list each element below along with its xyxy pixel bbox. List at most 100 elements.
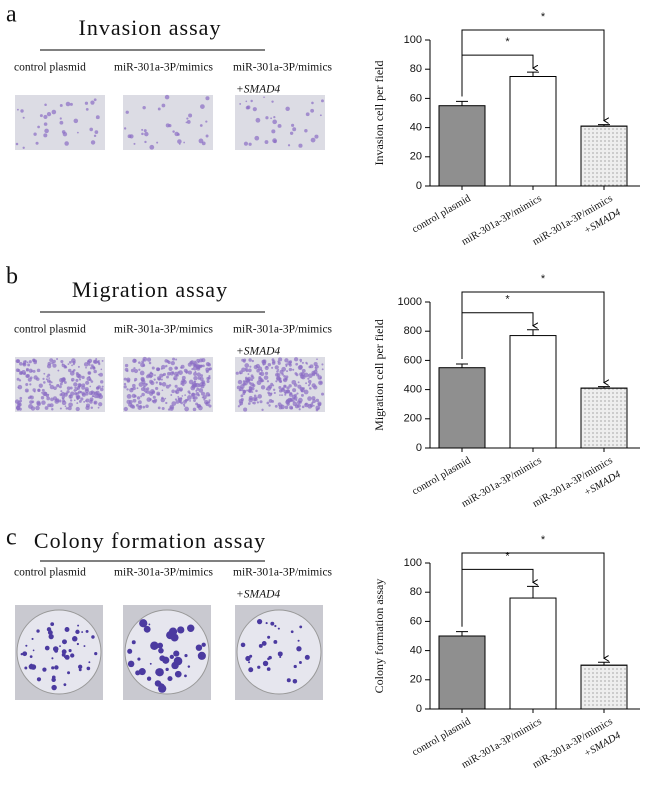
colony <box>138 668 146 676</box>
cell <box>28 368 33 373</box>
colony <box>296 646 302 652</box>
cell <box>93 98 97 102</box>
y-tick-label: 200 <box>404 413 422 425</box>
significance-bracket <box>461 29 604 121</box>
cell <box>303 372 309 378</box>
cell <box>321 368 324 371</box>
error-bar <box>598 386 610 389</box>
colony <box>155 668 163 676</box>
cell <box>309 387 312 390</box>
cell <box>50 397 54 402</box>
cell <box>185 370 189 374</box>
image-caption: control plasmid <box>14 324 86 336</box>
cell <box>307 373 313 379</box>
cell <box>276 370 279 373</box>
cell <box>174 398 178 401</box>
cell <box>161 103 166 108</box>
cell <box>77 374 82 379</box>
panel-title: Migration assay <box>72 277 228 302</box>
cell <box>24 360 27 363</box>
cell <box>17 384 23 390</box>
cell <box>307 384 311 387</box>
cell <box>180 397 183 400</box>
cell <box>133 367 136 370</box>
cell <box>141 379 146 384</box>
cell <box>193 399 196 402</box>
colony <box>59 645 61 647</box>
cell <box>288 360 293 364</box>
colony <box>94 652 98 656</box>
cell <box>85 366 87 369</box>
cell <box>126 369 129 373</box>
colony <box>137 657 141 661</box>
cell <box>201 358 206 363</box>
colony <box>68 649 72 653</box>
cell <box>166 375 169 379</box>
colony <box>240 642 246 648</box>
cell <box>260 369 263 372</box>
cell <box>43 122 48 126</box>
cell <box>70 377 75 382</box>
cell <box>171 389 175 394</box>
image-caption: +SMAD4 <box>236 84 280 96</box>
cell <box>41 388 45 392</box>
dish <box>16 609 102 695</box>
cell <box>58 399 62 403</box>
cell <box>164 359 168 363</box>
colony <box>299 625 303 629</box>
error-bar <box>527 585 539 599</box>
significance-star: * <box>505 550 510 562</box>
cell <box>155 381 158 384</box>
cell <box>292 399 295 403</box>
cell <box>319 114 322 117</box>
y-tick-label: 0 <box>416 703 422 715</box>
cell <box>78 399 82 403</box>
cell <box>192 362 196 367</box>
colony <box>277 627 280 630</box>
cell <box>56 358 59 361</box>
cell <box>189 399 191 402</box>
cell <box>37 125 40 129</box>
colony <box>146 676 152 681</box>
cell <box>202 395 207 400</box>
cell <box>25 368 29 372</box>
cell <box>126 394 132 399</box>
cell <box>176 387 181 391</box>
cell <box>156 391 161 396</box>
cell <box>245 100 248 103</box>
cell <box>262 361 267 366</box>
cell <box>69 102 73 106</box>
cell <box>123 406 128 412</box>
cell <box>133 394 137 398</box>
cell <box>248 142 252 146</box>
cell <box>273 391 276 395</box>
significance-star: * <box>505 36 510 48</box>
dish <box>124 609 210 695</box>
cell <box>39 114 43 118</box>
cell <box>178 370 183 375</box>
cell <box>60 359 64 364</box>
cell <box>51 361 54 365</box>
colony <box>165 667 169 672</box>
colony <box>248 661 251 664</box>
cell <box>296 392 299 395</box>
cell <box>132 383 136 388</box>
colony <box>51 666 55 670</box>
cell <box>130 368 135 373</box>
cell <box>270 392 273 395</box>
cell <box>252 107 257 112</box>
significance-star: * <box>541 273 546 285</box>
cell <box>183 405 186 407</box>
cell <box>61 397 65 400</box>
cell <box>198 388 204 393</box>
cell <box>251 359 255 363</box>
colony <box>169 654 174 660</box>
cell <box>66 386 71 391</box>
cell <box>52 396 57 401</box>
image-caption: miR-301a-3P/mimics <box>233 62 333 74</box>
cell <box>20 109 24 113</box>
y-tick-label: 40 <box>410 645 422 657</box>
cell <box>179 388 183 392</box>
cell <box>246 389 249 392</box>
cell <box>146 357 152 362</box>
